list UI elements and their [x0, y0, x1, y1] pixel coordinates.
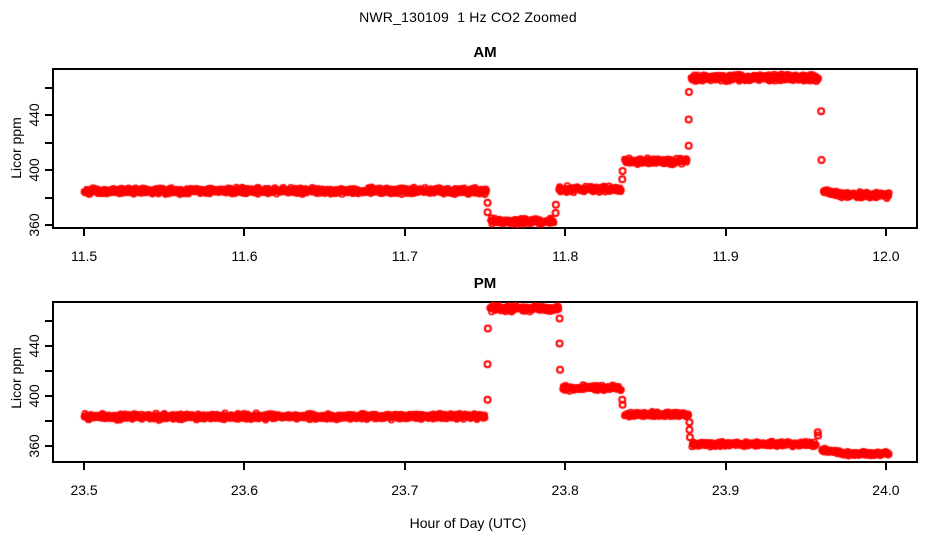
- pm-x-tick: [884, 463, 887, 470]
- pm-x-tick: [83, 463, 86, 470]
- am-y-tick: [45, 114, 52, 117]
- am-x-tick: [83, 229, 86, 236]
- am-x-tick: [403, 229, 406, 236]
- am-x-tick-label: 11.5: [70, 248, 98, 264]
- am-y-tick-label: 360: [26, 213, 42, 238]
- x-axis-label: Hour of Day (UTC): [409, 515, 527, 531]
- pm-panel-title: PM: [473, 275, 497, 292]
- pm-x-tick-label: 23.9: [711, 482, 740, 498]
- am-y-axis-label-text: Licor ppm: [8, 117, 24, 179]
- am-x-tick: [884, 229, 887, 236]
- am-y-tick: [45, 224, 52, 227]
- pm-y-tick-label: 440: [26, 334, 42, 358]
- pm-y-tick: [45, 445, 52, 447]
- am-x-tick: [724, 229, 727, 236]
- am-plot-canvas: [52, 68, 918, 229]
- pm-x-tick: [403, 463, 406, 470]
- am-y-tick: [45, 141, 52, 144]
- pm-y-tick: [45, 345, 52, 347]
- pm-x-tick: [564, 463, 567, 470]
- pm-x-tick-label: 23.6: [230, 482, 259, 498]
- am-x-tick-label: 12.0: [872, 248, 900, 264]
- am-y-tick-label: 400: [26, 158, 42, 183]
- pm-x-tick-label: 23.7: [391, 482, 419, 498]
- am-x-tick: [243, 229, 246, 236]
- am-y-tick-label: 440: [26, 103, 42, 128]
- pm-plot-canvas: [52, 301, 918, 463]
- pm-y-tick: [45, 420, 52, 422]
- pm-y-tick-label: 360: [26, 434, 42, 458]
- pm-x-tick: [243, 463, 246, 470]
- am-x-tick-label: 11.6: [231, 248, 258, 264]
- pm-y-axis-label-text: Licor ppm: [8, 347, 24, 409]
- am-y-tick: [45, 169, 52, 172]
- pm-x-tick-label: 23.8: [551, 482, 579, 498]
- pm-y-tick: [45, 395, 52, 397]
- pm-x-tick-label: 23.5: [70, 482, 98, 498]
- am-x-tick-label: 11.9: [712, 248, 739, 264]
- pm-x-tick-label: 24.0: [872, 482, 900, 498]
- chart-title: NWR_130109 1 Hz CO2 Zoomed: [359, 9, 577, 25]
- am-panel-title: AM: [473, 44, 497, 61]
- pm-y-tick: [45, 320, 52, 322]
- am-y-tick: [45, 196, 52, 199]
- am-x-tick-label: 11.8: [552, 248, 579, 264]
- pm-x-tick: [724, 463, 727, 470]
- am-x-tick: [564, 229, 567, 236]
- pm-y-tick-label: 400: [26, 384, 42, 408]
- am-x-tick-label: 11.7: [391, 248, 418, 264]
- am-y-tick: [45, 86, 52, 89]
- pm-y-tick: [45, 370, 52, 372]
